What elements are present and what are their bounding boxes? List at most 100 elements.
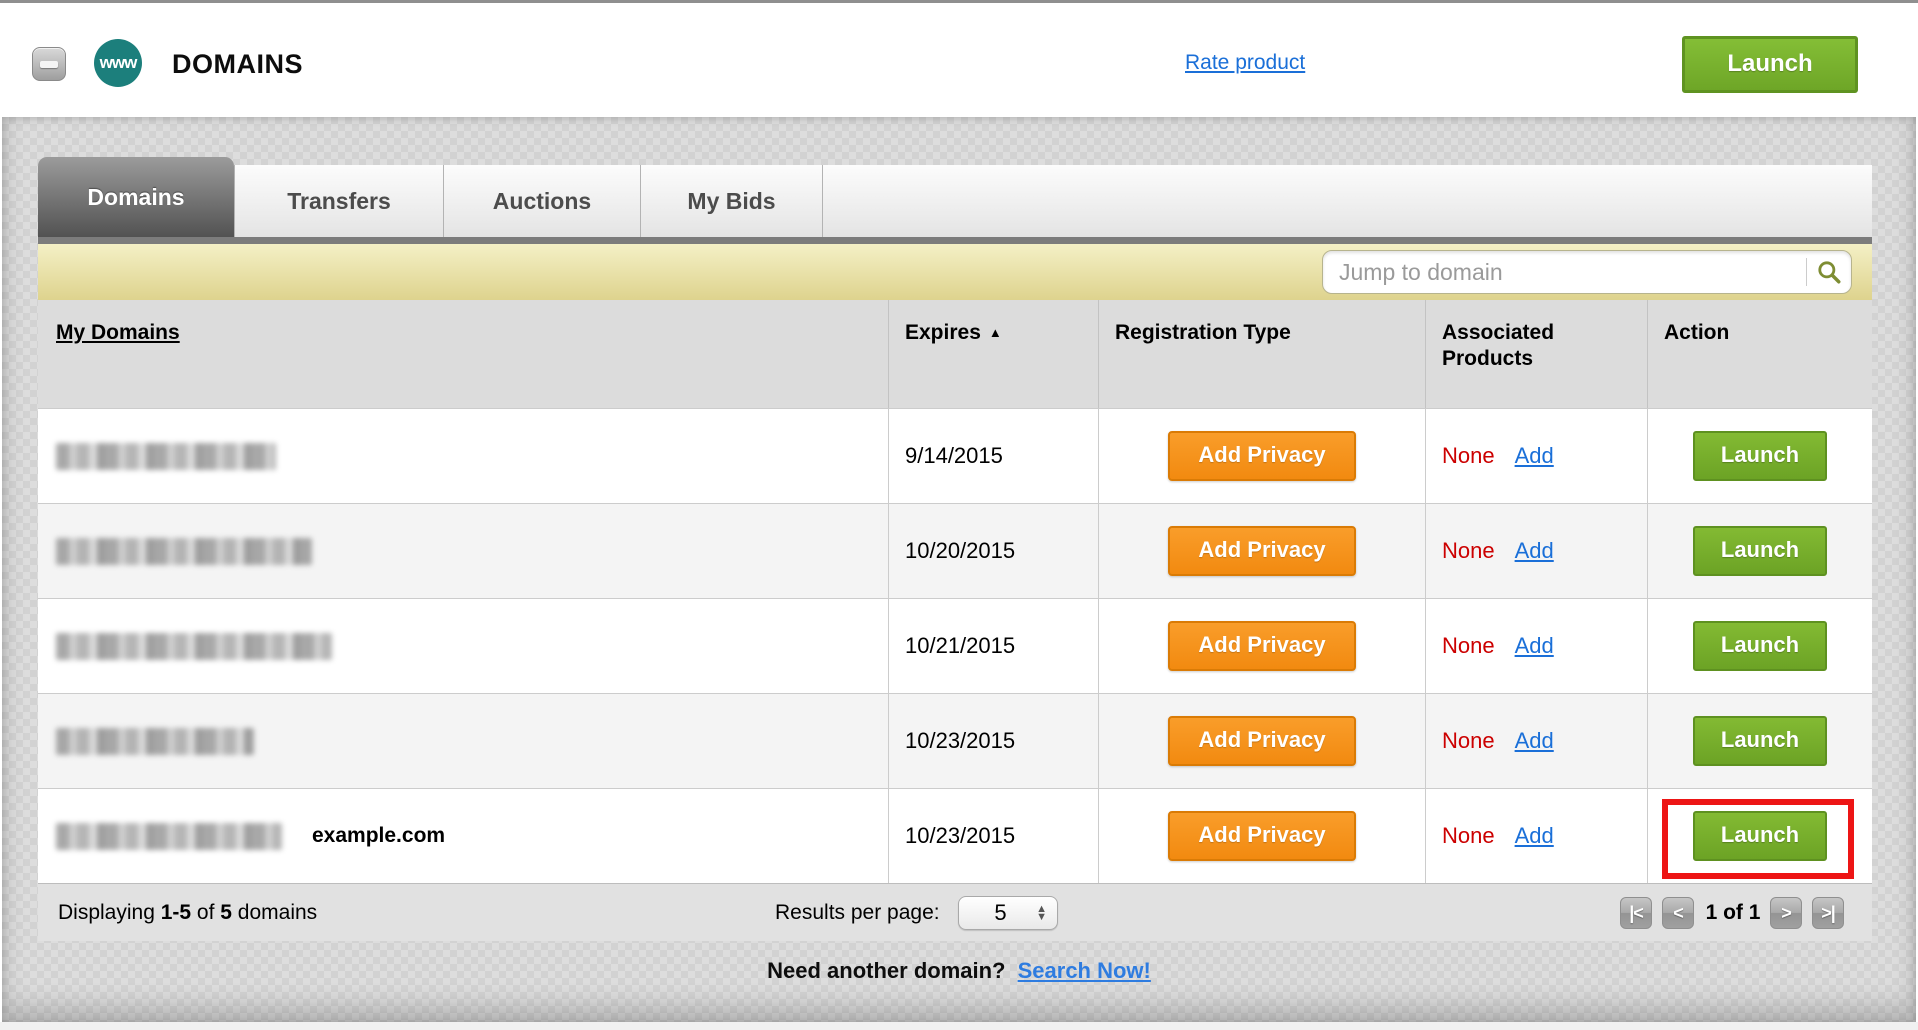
expires-cell: 10/23/2015 [889,789,1099,883]
pagination-last-button[interactable]: >| [1812,897,1844,929]
registration-type-cell: Add Privacy [1099,694,1426,788]
associated-products-cell: None Add [1426,789,1648,883]
associated-products-cell: None Add [1426,504,1648,598]
table-row: example.com 10/23/2015 Add Privacy None … [38,788,1872,883]
need-domain-text: Need another domain? [767,958,1006,983]
add-product-link[interactable]: Add [1514,633,1554,658]
content-container: Transfers Auctions My Bids Domains My Do… [2,117,1916,1022]
expires-label[interactable]: Expires [905,321,981,344]
launch-button[interactable]: Launch [1693,526,1827,576]
tab-auctions[interactable]: Auctions [443,165,640,237]
add-privacy-button[interactable]: Add Privacy [1168,811,1356,861]
expires-cell: 10/20/2015 [889,504,1099,598]
add-product-link[interactable]: Add [1514,728,1554,753]
stepper-icon: ▲ ▼ [1036,903,1047,923]
tab-domains-active[interactable]: Domains [38,157,234,237]
add-privacy-button[interactable]: Add Privacy [1168,621,1356,671]
add-privacy-button[interactable]: Add Privacy [1168,716,1356,766]
domain-toolbar [38,244,1872,300]
results-per-page-select[interactable]: 5 ▲ ▼ [958,896,1058,930]
minus-icon [40,61,58,68]
pagination-first-button[interactable]: |< [1620,897,1652,929]
my-domains-sort-link[interactable]: My Domains [56,321,180,344]
table-row: 10/23/2015 Add Privacy None Add Launch [38,693,1872,788]
add-product-link[interactable]: Add [1514,443,1554,468]
displaying-prefix: Displaying [58,901,161,924]
associated-products-cell: None Add [1426,409,1648,503]
redacted-domain-name [56,727,254,755]
action-cell: Launch [1648,599,1872,693]
stepper-down-icon: ▼ [1036,911,1047,923]
www-icon-label: www [99,53,138,72]
registration-type-cell: Add Privacy [1099,789,1426,883]
table-header-row: My Domains Expires ▲ Registration Type As… [38,300,1872,408]
action-cell: Launch [1648,789,1872,883]
collapse-button[interactable] [32,47,66,81]
column-action: Action [1664,321,1730,344]
add-privacy-button[interactable]: Add Privacy [1168,526,1356,576]
expires-cell: 10/23/2015 [889,694,1099,788]
domain-cell: example.com [38,789,889,883]
launch-button[interactable]: Launch [1693,621,1827,671]
associated-status: None [1442,633,1495,658]
results-per-page-value: 5 [994,900,1007,925]
add-privacy-button[interactable]: Add Privacy [1168,431,1356,481]
tab-transfers[interactable]: Transfers [234,165,443,237]
search-now-link[interactable]: Search Now! [1017,958,1151,983]
column-my-domains: My Domains [38,300,889,408]
associated-status: None [1442,443,1495,468]
table-row: 10/21/2015 Add Privacy None Add Launch [38,598,1872,693]
displaying-range: 1-5 [160,901,192,924]
results-per-page-label: Results per page: [775,901,940,924]
associated-status: None [1442,538,1495,563]
tab-my-bids[interactable]: My Bids [640,165,823,237]
column-expires: Expires ▲ [889,300,1099,408]
column-registration-type: Registration Type [1099,300,1426,408]
launch-button[interactable]: Launch [1693,431,1827,481]
registration-type-cell: Add Privacy [1099,504,1426,598]
displaying-total: 5 [220,901,232,924]
table-row: 9/14/2015 Add Privacy None Add Launch [38,408,1872,503]
window-top-border [0,0,1918,3]
launch-button[interactable]: Launch [1693,716,1827,766]
expires-cell: 10/21/2015 [889,599,1099,693]
stepper-up-icon: ▲ [1036,903,1047,915]
pagination-next-button[interactable]: > [1770,897,1802,929]
need-another-domain-bar: Need another domain? Search Now! [2,958,1916,984]
domain-note: example.com [312,824,446,847]
redacted-domain-name [56,632,332,660]
registration-type-cell: Add Privacy [1099,599,1426,693]
tab-strip: Transfers Auctions My Bids [38,165,1872,237]
column-associated-products: Associated Products [1426,300,1648,408]
associated-products-cell: None Add [1426,694,1648,788]
registration-type-cell: Add Privacy [1099,409,1426,503]
pagination-status: 1 of 1 [1705,901,1761,924]
jump-to-domain-box [1322,250,1852,294]
header-launch-button[interactable]: Launch [1682,36,1858,93]
search-icon[interactable] [1807,259,1851,285]
domains-table: My Domains Expires ▲ Registration Type As… [38,300,1872,941]
associated-products-cell: None Add [1426,599,1648,693]
app-header: www DOMAINS Rate product Launch [0,3,1918,117]
displaying-status: Displaying 1-5 of 5 domains [58,884,317,942]
add-product-link[interactable]: Add [1514,538,1554,563]
launch-button-highlighted[interactable]: Launch [1693,811,1827,861]
domain-cell [38,504,889,598]
associated-status: None [1442,728,1495,753]
redacted-domain-name [56,822,282,850]
jump-to-domain-input[interactable] [1323,253,1806,291]
domain-cell [38,694,889,788]
table-footer: Displaying 1-5 of 5 domains Results per … [38,883,1872,941]
add-product-link[interactable]: Add [1514,823,1554,848]
action-cell: Launch [1648,694,1872,788]
redacted-domain-name [56,537,312,565]
search-divider [1806,258,1807,286]
associated-status: None [1442,823,1495,848]
displaying-of: of [191,901,221,924]
pagination-prev-button[interactable]: < [1662,897,1694,929]
rate-product-link[interactable]: Rate product [1185,51,1306,74]
domain-cell [38,599,889,693]
tab-underbar [38,237,1872,244]
displaying-suffix: domains [231,901,318,924]
redacted-domain-name [56,442,276,470]
